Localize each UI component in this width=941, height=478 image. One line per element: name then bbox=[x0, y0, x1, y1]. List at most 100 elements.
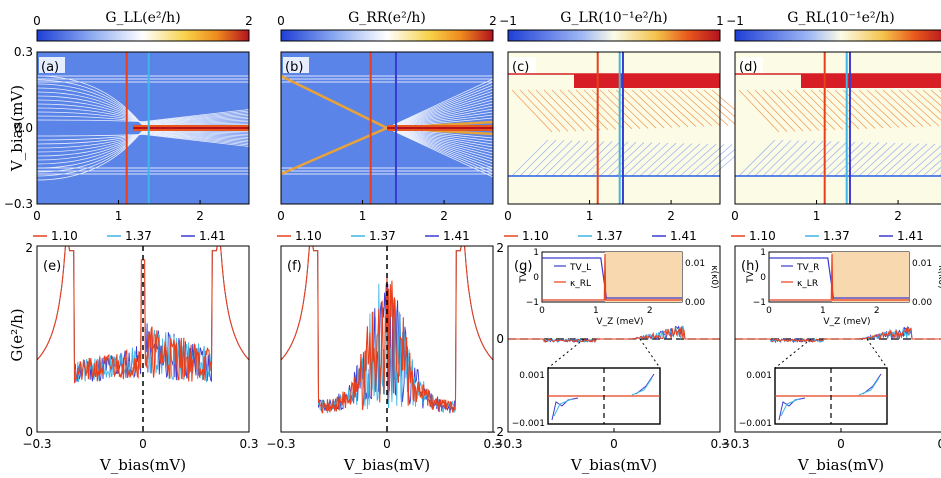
state-curve bbox=[386, 93, 494, 129]
x-tick-label: −0.3 bbox=[720, 437, 749, 451]
inset-legend-label: κ_RL bbox=[570, 279, 591, 289]
x-tick-label: 0.3 bbox=[239, 437, 258, 451]
legend-label: 1.41 bbox=[199, 229, 226, 243]
hatch-negative bbox=[866, 142, 904, 177]
colorbar-min: −1 bbox=[726, 14, 744, 28]
hatch-positive bbox=[519, 89, 561, 132]
x-tick-label: 2 bbox=[894, 209, 902, 223]
hatch-positive bbox=[786, 89, 828, 131]
inset-ltick: −1 bbox=[526, 298, 539, 308]
zoom-series-blue bbox=[635, 373, 655, 395]
series-red bbox=[508, 327, 720, 344]
inset-ltick: 0 bbox=[760, 273, 766, 283]
state-curve bbox=[386, 127, 494, 163]
positive-region bbox=[801, 74, 941, 88]
colorbar-max: 2 bbox=[245, 14, 253, 28]
hatch-positive bbox=[794, 89, 836, 131]
y-tick-label: −0.3 bbox=[4, 197, 33, 211]
hatch-negative bbox=[583, 141, 621, 177]
label-bg bbox=[39, 57, 65, 73]
hatch-negative bbox=[882, 143, 920, 177]
hatch-positive bbox=[695, 89, 737, 126]
x-tick-label: 0 bbox=[837, 437, 845, 451]
hatch-negative bbox=[647, 143, 685, 177]
inset-rtick: 0.01 bbox=[685, 259, 705, 269]
inset-xlabel: V_Z (meV) bbox=[823, 317, 870, 327]
hatch-negative bbox=[778, 140, 816, 177]
inset-ltick: −1 bbox=[753, 298, 766, 308]
legend-label: 1.37 bbox=[125, 229, 152, 243]
hatch-negative bbox=[655, 143, 693, 177]
state-curve bbox=[386, 127, 494, 166]
panel-label: (d) bbox=[739, 60, 757, 75]
inset-legend-label: κ_LR bbox=[797, 279, 818, 289]
colorbar-min: 0 bbox=[277, 14, 285, 28]
hatch-positive bbox=[607, 89, 649, 129]
inset-xtick: 1 bbox=[820, 306, 826, 316]
x-tick-label: 2 bbox=[196, 209, 204, 223]
hatch-negative bbox=[535, 140, 573, 177]
hatch-positive bbox=[583, 89, 625, 130]
hatch-positive bbox=[770, 89, 812, 132]
positive-region bbox=[574, 74, 720, 88]
hatch-negative bbox=[607, 142, 645, 177]
inset-left-label: TV bbox=[519, 270, 529, 283]
hatch-positive bbox=[778, 89, 820, 131]
hatch-negative bbox=[575, 141, 613, 177]
y-tick-label: 0 bbox=[496, 332, 504, 346]
colorbar-min: −1 bbox=[499, 14, 517, 28]
legend-label: 1.37 bbox=[823, 229, 850, 243]
inset-right-label: κ(κ0) bbox=[936, 265, 941, 288]
zoom-connector bbox=[866, 338, 888, 369]
hatch-positive bbox=[567, 89, 609, 131]
hatch-positive bbox=[511, 89, 553, 133]
y-tick-label: −2 bbox=[486, 425, 504, 439]
colorbar-min: 0 bbox=[33, 14, 41, 28]
hatch-positive bbox=[559, 89, 601, 131]
colorbar bbox=[734, 29, 941, 42]
hatch-positive bbox=[882, 89, 924, 127]
hatch-positive bbox=[834, 89, 876, 129]
state-curve bbox=[386, 105, 494, 129]
zoom-series-blue bbox=[862, 373, 882, 395]
hatch-negative bbox=[890, 143, 928, 177]
x-tick-label: 1 bbox=[359, 209, 367, 223]
zoom-ytick: 0.001 bbox=[746, 371, 772, 381]
panel-label: (h) bbox=[741, 259, 759, 274]
hatch-positive bbox=[874, 89, 916, 128]
hatch-negative bbox=[527, 140, 565, 177]
x-tick-label: 0 bbox=[383, 437, 391, 451]
hatch-negative bbox=[762, 140, 800, 177]
hatch-negative bbox=[754, 140, 792, 177]
x-axis-label: V_bias(mV) bbox=[343, 456, 430, 474]
hatch-positive bbox=[631, 89, 673, 128]
y-tick-label: 0.3 bbox=[14, 45, 33, 59]
y-tick-label: 0.0 bbox=[14, 121, 33, 135]
panel-label: (e) bbox=[43, 259, 61, 274]
panel-label: (g) bbox=[514, 259, 532, 274]
zero-bias-peak-core bbox=[387, 127, 493, 129]
inset-rtick: 0.01 bbox=[912, 259, 932, 269]
panel-label: (c) bbox=[512, 60, 529, 75]
hatch-negative bbox=[695, 144, 733, 177]
hatch-negative bbox=[922, 159, 941, 177]
hatch-positive bbox=[802, 89, 844, 130]
hatch-positive bbox=[551, 89, 593, 131]
inset-xtick: 1 bbox=[593, 306, 599, 316]
state-curve bbox=[386, 127, 494, 151]
state-curve bbox=[386, 81, 494, 129]
hatch-negative bbox=[834, 142, 872, 177]
inset-rtick: 0.00 bbox=[912, 298, 932, 308]
zoom-ytick: −0.001 bbox=[512, 419, 545, 429]
x-tick-label: 1 bbox=[115, 209, 123, 223]
topological-region bbox=[605, 252, 682, 302]
hatch-negative bbox=[898, 143, 936, 177]
hatch-negative bbox=[623, 142, 661, 177]
legend-label: 1.41 bbox=[670, 229, 697, 243]
legend-label: 1.10 bbox=[51, 229, 78, 243]
hatch-negative bbox=[671, 143, 709, 177]
hatch-positive bbox=[810, 89, 852, 130]
panel-frame bbox=[734, 51, 941, 205]
